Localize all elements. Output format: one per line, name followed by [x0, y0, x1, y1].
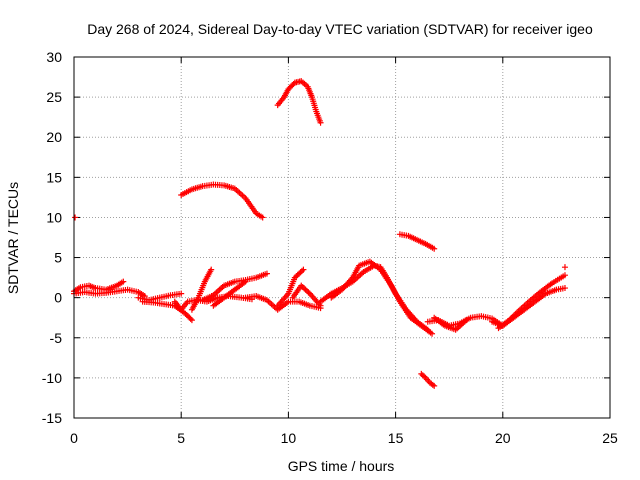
- series-arc-27: [274, 78, 324, 126]
- series-hump-lower: [328, 258, 436, 337]
- series-arc-14: [178, 181, 266, 221]
- data-point: [120, 278, 127, 285]
- series-isolated-start: [72, 214, 79, 221]
- x-tick-label: 0: [70, 430, 78, 446]
- x-tick-label: 20: [495, 430, 511, 446]
- series-base-band-a: [71, 278, 127, 295]
- y-tick-label: 30: [46, 49, 62, 65]
- series-rise-b: [199, 270, 270, 304]
- series-rise-c: [210, 278, 249, 309]
- data-point: [561, 264, 568, 271]
- series-drop-11: [418, 370, 438, 389]
- series-end-point: [561, 264, 568, 271]
- x-tick-label: 15: [388, 430, 404, 446]
- y-tick-label: 0: [54, 290, 62, 306]
- series-rise-20-23b: [489, 285, 568, 329]
- data-points: [71, 78, 568, 389]
- grid-lines: [74, 57, 610, 418]
- y-tick-label: 20: [46, 129, 62, 145]
- y-tick-label: 15: [46, 169, 62, 185]
- plot-frame: [73, 56, 611, 419]
- y-tick-label: -10: [42, 370, 62, 386]
- series-rise-a: [188, 266, 215, 313]
- tick-labels: 0 5 10 15 20 25 -15 -10 -5 0 5 10 15 20 25 30: [42, 49, 618, 446]
- data-point: [242, 278, 249, 285]
- chart-title: Day 268 of 2024, Sidereal Day-to-day VTE…: [87, 21, 593, 37]
- data-point: [561, 272, 568, 279]
- series-rise-10: [274, 266, 307, 309]
- data-point: [463, 317, 470, 324]
- series-band-17-18b: [431, 314, 470, 333]
- y-tick-label: -5: [50, 330, 63, 346]
- data-point: [300, 266, 307, 273]
- data-point: [429, 330, 436, 337]
- data-point: [263, 270, 270, 277]
- data-point: [317, 119, 324, 126]
- x-axis-label: GPS time / hours: [288, 458, 395, 474]
- x-tick-label: 5: [177, 430, 185, 446]
- y-tick-label: 25: [46, 89, 62, 105]
- data-point: [208, 266, 215, 273]
- data-point: [178, 290, 185, 297]
- series-arc-8: [396, 231, 438, 252]
- y-axis-label: SDTVAR / TECUs: [5, 182, 21, 294]
- data-point: [187, 315, 194, 322]
- x-tick-label: 10: [281, 430, 297, 446]
- data-point: [188, 317, 195, 324]
- y-tick-label: 10: [46, 209, 62, 225]
- y-tick-label: -15: [42, 410, 62, 426]
- data-point: [561, 285, 568, 292]
- series-dip-a: [139, 298, 195, 324]
- data-point: [259, 214, 266, 221]
- x-tick-label: 25: [602, 430, 618, 446]
- data-point: [72, 214, 79, 221]
- series-band-8-10: [242, 293, 324, 313]
- y-tick-label: 5: [54, 250, 62, 266]
- data-point: [431, 245, 438, 252]
- data-point: [431, 382, 438, 389]
